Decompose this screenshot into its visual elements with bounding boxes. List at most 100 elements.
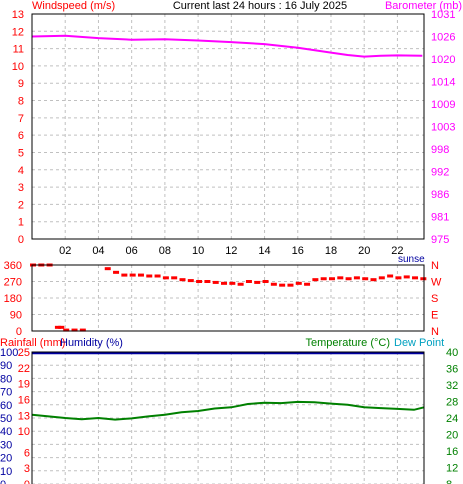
compass-label: N: [431, 326, 439, 338]
humidity-tick-label: 10: [0, 466, 12, 478]
direction-point: [387, 274, 394, 278]
direction-point: [328, 277, 335, 281]
compass-label: S: [431, 293, 438, 305]
wind-x-tick-label: 18: [325, 245, 337, 257]
temperature-tick-label: 40: [446, 347, 458, 359]
temperature-tick-label: 36: [446, 364, 458, 376]
direction-point: [412, 276, 419, 280]
wind-left-tick-label: 3: [18, 182, 24, 194]
barometer-tick-label: 1003: [431, 122, 455, 134]
barometer-tick-label: 981: [431, 212, 449, 224]
wind-left-tick-label: 1: [18, 217, 24, 229]
rain-tick-label: 25: [18, 347, 30, 359]
direction-point: [395, 276, 402, 280]
humidity-tick-label: 20: [0, 453, 12, 465]
temperature-tick-label: 28: [446, 397, 458, 409]
rain-tick-label: 13: [18, 410, 30, 422]
direction-point: [129, 273, 136, 277]
direction-point: [146, 274, 153, 278]
compass-label: E: [431, 310, 438, 322]
wind-x-tick-label: 06: [126, 245, 138, 257]
direction-point: [221, 281, 228, 285]
direction-point: [370, 278, 377, 282]
wind-left-tick-label: 13: [12, 9, 24, 21]
direction-point: [162, 276, 169, 280]
barometer-tick-label: 1031: [431, 9, 455, 21]
barometer-tick-label: 1020: [431, 54, 455, 66]
wind-left-tick-label: 9: [18, 78, 24, 90]
barometer-tick-label: 998: [431, 144, 449, 156]
wind-left-tick-label: 7: [18, 113, 24, 125]
atm-plot-frame: [31, 351, 425, 484]
wind-left-tick-label: 12: [12, 26, 24, 38]
footer-humidity-label: Humidity (%): [60, 337, 123, 349]
humidity-tick-label: 70: [0, 387, 12, 399]
footer-rain-label: Rainfall (mm): [0, 337, 65, 349]
footer-temperature-label: Temperature (°C): [306, 337, 390, 349]
dir-left-tick-label: 360: [4, 260, 22, 272]
temperature-line: [31, 400, 425, 421]
footer-dewpoint-label: Dew Point: [394, 337, 444, 349]
wind-left-tick-label: 5: [18, 147, 24, 159]
direction-point: [171, 276, 178, 280]
direction-point: [254, 280, 261, 284]
barometer-tick-label: 1014: [431, 77, 455, 89]
barometer-tick-label: 975: [431, 234, 449, 246]
direction-point: [295, 281, 302, 285]
wind-left-tick-label: 2: [18, 199, 24, 211]
temperature-tick-label: 20: [446, 430, 458, 442]
direction-point: [154, 274, 161, 278]
dir-left-tick-label: 180: [4, 293, 22, 305]
direction-point: [362, 277, 369, 281]
direction-point: [121, 273, 128, 277]
temperature-tick-label: 12: [446, 463, 458, 475]
direction-point: [137, 273, 144, 277]
humidity-tick-label: 80: [0, 373, 12, 385]
direction-point: [320, 277, 327, 281]
wind-panel: 02 04 06 08 10 12 14 16 18 20 22012345678910111213…: [12, 9, 455, 265]
direction-point: [204, 280, 211, 283]
wind-x-tick-label: 22: [391, 245, 403, 257]
temperature-tick-label: 16: [446, 446, 458, 458]
temperature-tick-label: 32: [446, 380, 458, 392]
rain-tick-label: 3: [24, 463, 30, 475]
wind-x-tick-label: 16: [292, 245, 304, 257]
rain-tick-label: 22: [18, 363, 30, 375]
humidity-tick-label: 50: [0, 413, 12, 425]
direction-point: [353, 276, 360, 280]
wind-left-tick-label: 0: [18, 234, 24, 246]
atmosphere-panel: 0102030405060708090100036101316192225812…: [0, 347, 458, 484]
wind-x-tick-label: 10: [192, 245, 204, 257]
dir-left-tick-label: 90: [10, 310, 22, 322]
barometer-line: [31, 34, 423, 58]
direction-point: [403, 275, 410, 279]
barometer-tick-label: 1009: [431, 99, 455, 111]
wind-left-tick-label: 6: [18, 130, 24, 142]
compass-label: N: [431, 260, 439, 272]
direction-point: [237, 282, 244, 286]
humidity-tick-label: 100: [0, 347, 18, 359]
direction-point: [270, 282, 277, 286]
header-wind-label: Windspeed (m/s): [32, 0, 115, 12]
rain-tick-label: 16: [18, 395, 30, 407]
dir-left-tick-label: 0: [16, 326, 22, 338]
dir-left-tick-label: 270: [4, 277, 22, 289]
wind-plot-frame: [31, 13, 425, 240]
direction-point: [279, 283, 286, 287]
wind-left-tick-label: 10: [12, 61, 24, 73]
barometer-tick-label: 986: [431, 189, 449, 201]
direction-point: [187, 279, 194, 283]
wind-left-tick-label: 8: [18, 96, 24, 108]
temperature-tick-label: 8: [446, 479, 452, 484]
direction-point: [304, 282, 311, 286]
wind-x-tick-label: 12: [225, 245, 237, 257]
header-title: Current last 24 hours : 16 July 2025: [173, 0, 347, 12]
direction-point: [58, 325, 65, 329]
rain-tick-label: 19: [18, 379, 30, 391]
humidity-tick-label: 90: [0, 360, 12, 372]
wind-x-tick-label: 08: [159, 245, 171, 257]
humidity-tick-label: 60: [0, 400, 12, 412]
rain-tick-label: 0: [24, 479, 30, 484]
